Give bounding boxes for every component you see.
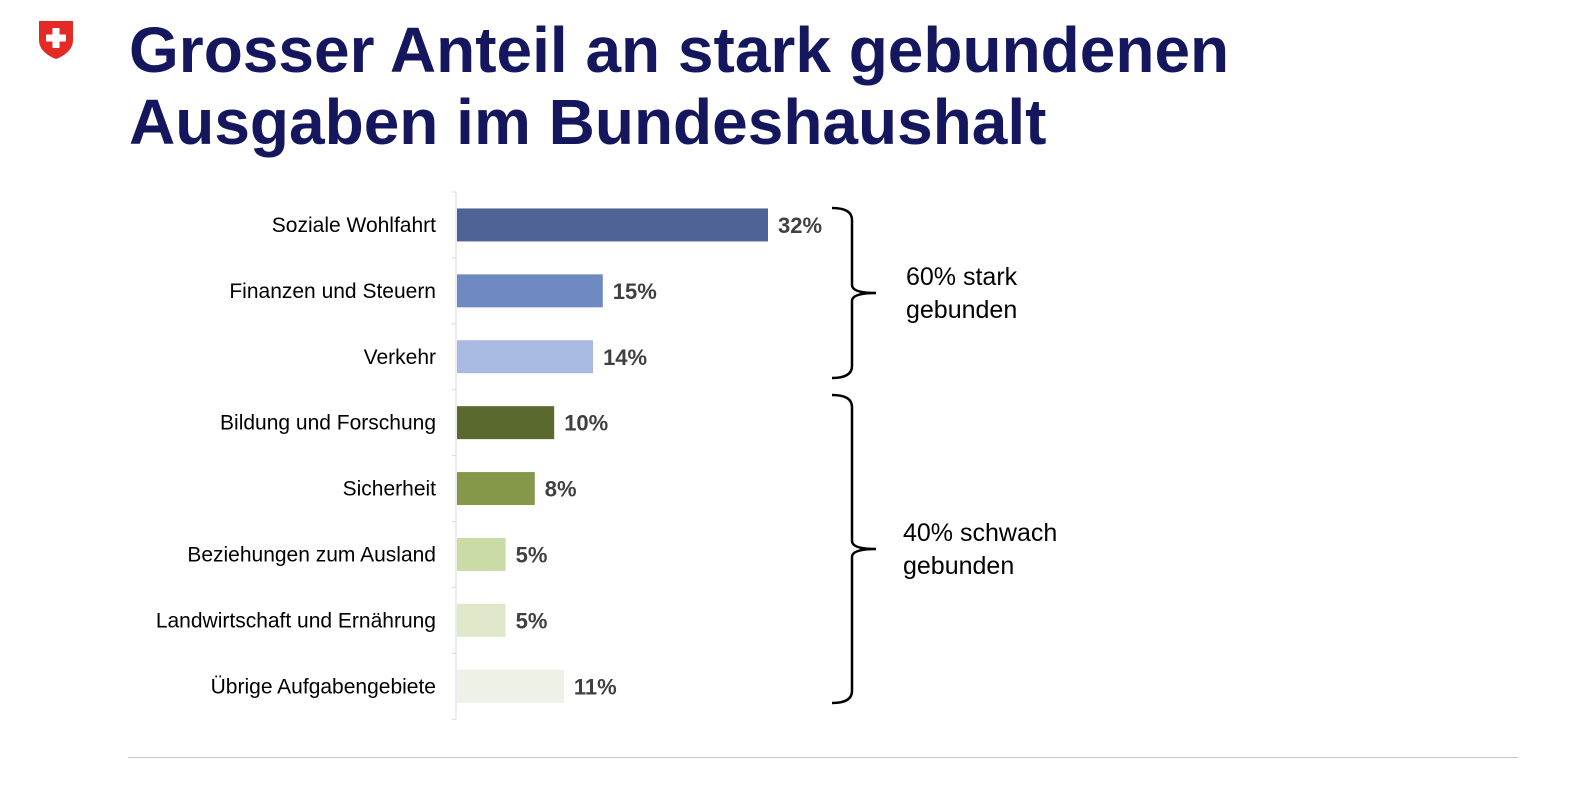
swiss-coat-of-arms-icon [39, 21, 73, 59]
group-label: gebunden [903, 552, 1014, 580]
group-brace [831, 393, 877, 705]
value-label: 8% [545, 477, 577, 502]
page-title-line-1: Grosser Anteil an stark gebundenen [129, 14, 1230, 86]
group-label: 60% stark [906, 263, 1018, 291]
category-label: Finanzen und Steuern [229, 280, 436, 303]
bar [457, 340, 594, 374]
bar [457, 603, 506, 637]
group-brace [831, 206, 877, 380]
group-label: gebunden [906, 296, 1017, 324]
value-label: 5% [516, 542, 548, 567]
category-label: Verkehr [364, 346, 436, 369]
page-title-line-2: Ausgaben im Bundeshaushalt [129, 86, 1047, 158]
bar [457, 669, 564, 703]
group-label: 40% schwach [903, 519, 1057, 547]
category-label: Übrige Aufgabengebiete [211, 675, 436, 698]
value-label: 15% [613, 279, 657, 304]
category-label: Sicherheit [343, 478, 437, 501]
category-label: Beziehungen zum Ausland [187, 543, 436, 566]
page-title: Grosser Anteil an stark gebundenen Ausga… [129, 14, 1529, 158]
value-label: 5% [516, 608, 548, 633]
value-label: 14% [603, 345, 647, 370]
value-label: 10% [564, 411, 608, 436]
bar [457, 208, 768, 242]
category-label: Landwirtschaft und Ernährung [156, 609, 436, 632]
bar [457, 406, 555, 440]
footer-divider [128, 757, 1518, 758]
category-label: Bildung und Forschung [220, 412, 436, 435]
bar [457, 472, 535, 506]
value-label: 32% [778, 213, 822, 238]
bar [457, 537, 506, 571]
bar [457, 274, 603, 308]
category-label: Soziale Wohlfahrt [272, 214, 436, 237]
value-label: 11% [574, 674, 617, 699]
